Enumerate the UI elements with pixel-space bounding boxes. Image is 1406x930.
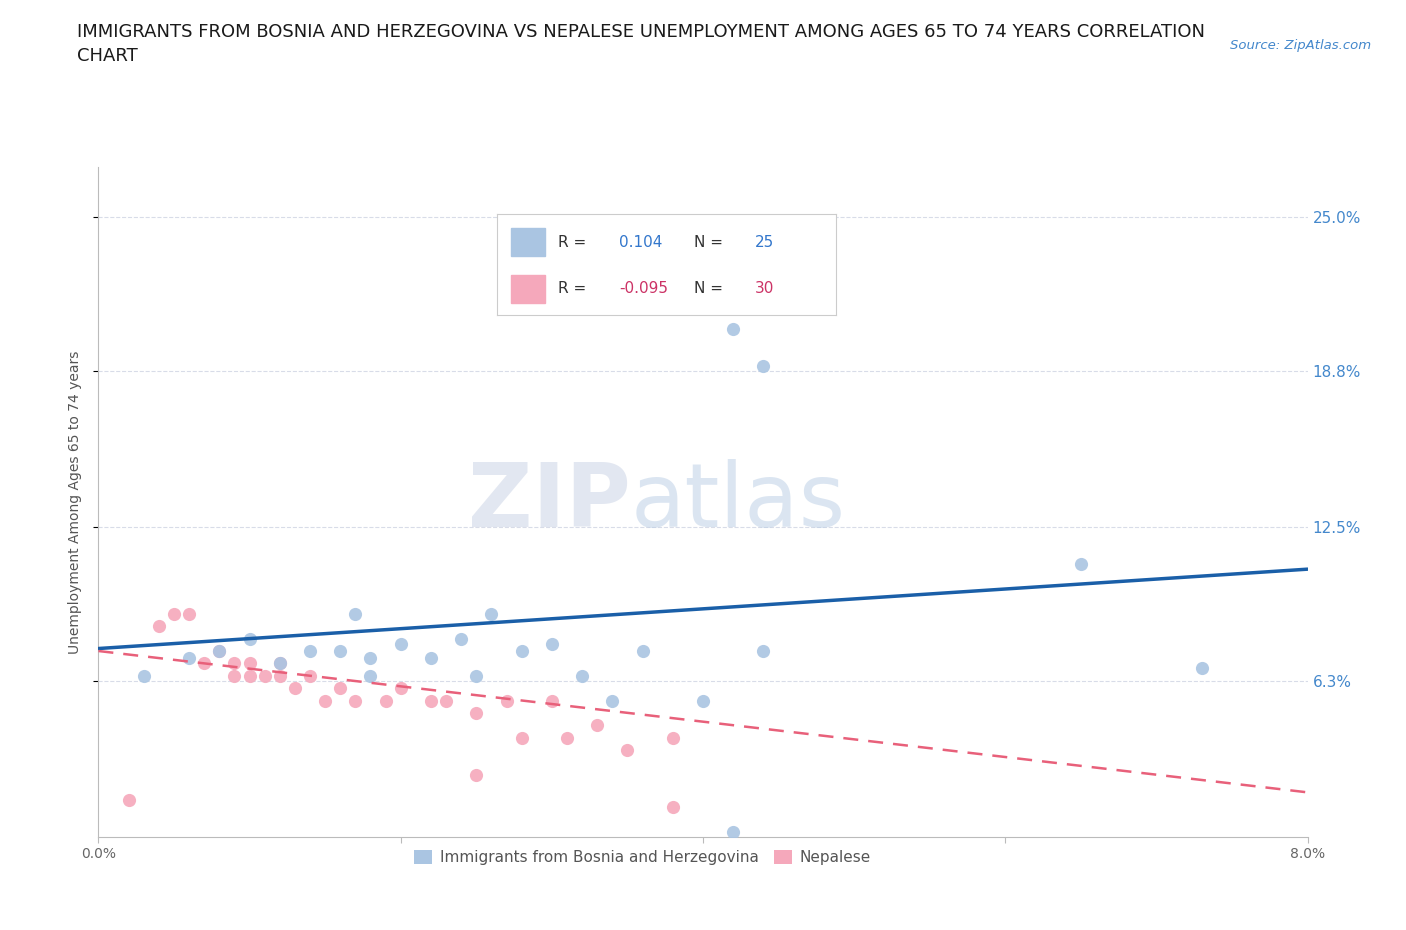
Point xyxy=(344,606,367,621)
Point xyxy=(540,636,562,651)
Legend: Immigrants from Bosnia and Herzegovina, Nepalese: Immigrants from Bosnia and Herzegovina, … xyxy=(406,843,879,873)
Text: Source: ZipAtlas.com: Source: ZipAtlas.com xyxy=(1230,39,1371,52)
Point xyxy=(752,644,775,658)
Point xyxy=(420,651,443,666)
Point xyxy=(208,644,231,658)
Point xyxy=(1191,661,1213,676)
Point xyxy=(179,651,201,666)
Point xyxy=(314,693,336,708)
Point xyxy=(193,656,215,671)
Point xyxy=(269,669,291,684)
Point xyxy=(389,681,412,696)
Point xyxy=(299,644,322,658)
Point xyxy=(723,321,745,336)
Point xyxy=(450,631,472,646)
Text: atlas: atlas xyxy=(630,458,845,546)
Point xyxy=(631,644,654,658)
Point xyxy=(1070,557,1092,572)
Point xyxy=(752,358,775,373)
Point xyxy=(389,636,412,651)
Point xyxy=(360,651,382,666)
Point xyxy=(284,681,307,696)
Point xyxy=(465,767,488,782)
Point xyxy=(299,669,322,684)
Point xyxy=(495,693,517,708)
Point xyxy=(586,718,609,733)
Point xyxy=(239,656,262,671)
Point xyxy=(465,669,488,684)
Point xyxy=(224,656,246,671)
Point xyxy=(465,706,488,721)
Point xyxy=(420,693,443,708)
Point xyxy=(481,606,503,621)
Point xyxy=(434,693,457,708)
Point xyxy=(239,669,262,684)
Point xyxy=(239,631,262,646)
Point xyxy=(374,693,396,708)
Point xyxy=(510,644,533,658)
Point xyxy=(555,730,578,745)
Point xyxy=(661,800,683,815)
Point xyxy=(360,669,382,684)
Point xyxy=(118,792,141,807)
Point xyxy=(179,606,201,621)
Point xyxy=(344,693,367,708)
Point xyxy=(132,669,155,684)
Point xyxy=(540,693,562,708)
Point xyxy=(692,693,714,708)
Point xyxy=(602,693,624,708)
Point xyxy=(269,656,291,671)
Point xyxy=(269,656,291,671)
Point xyxy=(661,730,683,745)
Point xyxy=(329,644,352,658)
Point xyxy=(253,669,276,684)
Point xyxy=(510,730,533,745)
Point xyxy=(208,644,231,658)
Point xyxy=(329,681,352,696)
Text: ZIP: ZIP xyxy=(468,458,630,546)
Point xyxy=(148,618,170,633)
Point xyxy=(571,669,593,684)
Y-axis label: Unemployment Among Ages 65 to 74 years: Unemployment Among Ages 65 to 74 years xyxy=(69,351,83,654)
Point xyxy=(616,743,638,758)
Text: IMMIGRANTS FROM BOSNIA AND HERZEGOVINA VS NEPALESE UNEMPLOYMENT AMONG AGES 65 TO: IMMIGRANTS FROM BOSNIA AND HERZEGOVINA V… xyxy=(77,23,1205,65)
Point xyxy=(723,825,745,840)
Point xyxy=(224,669,246,684)
Point xyxy=(163,606,186,621)
